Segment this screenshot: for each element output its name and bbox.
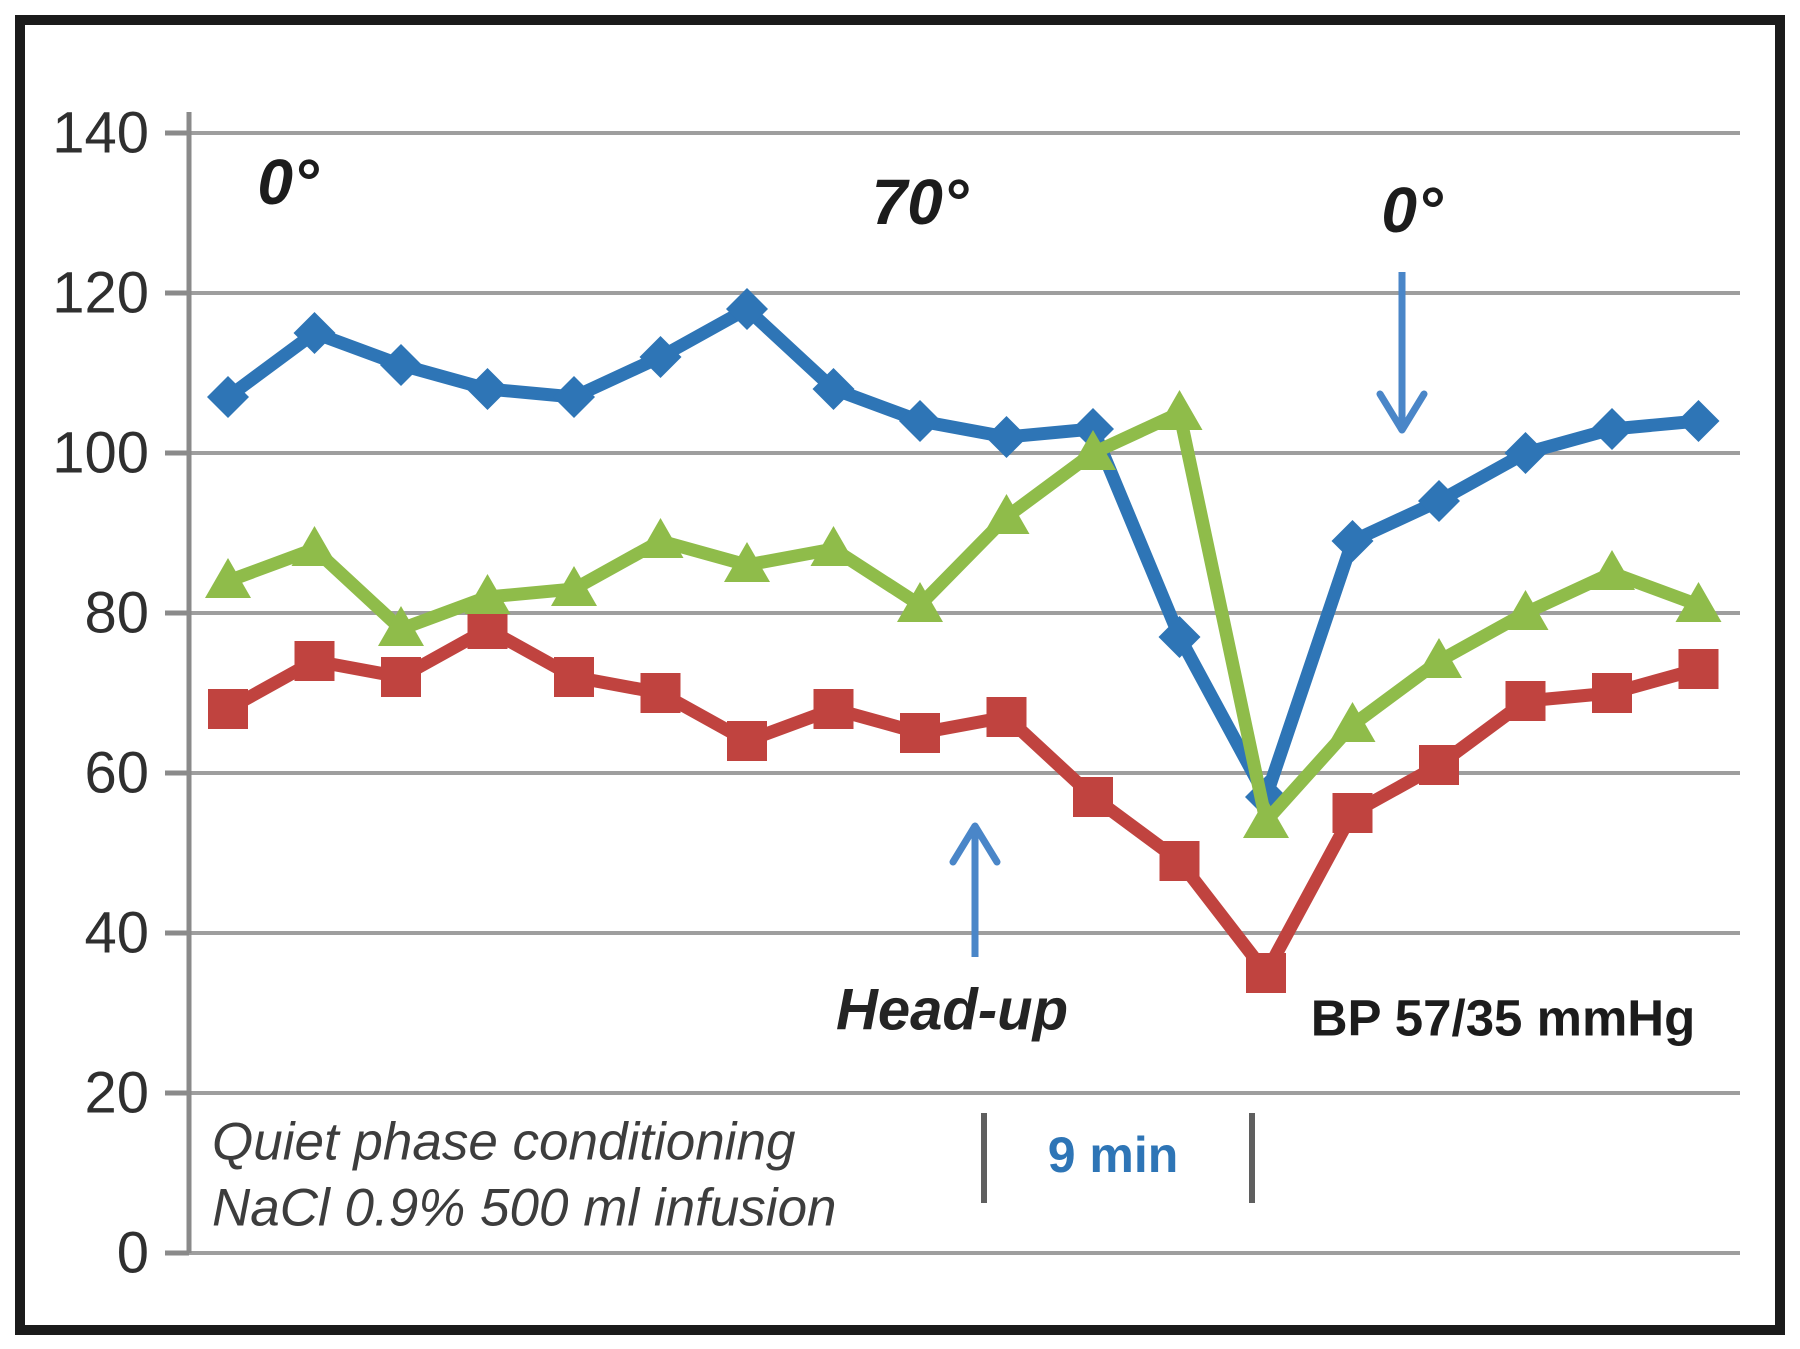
green-triangle-series-marker-8 bbox=[897, 582, 943, 622]
green-triangle-series-marker-14 bbox=[1416, 638, 1462, 678]
note-line-1: Quiet phase conditioning bbox=[212, 1113, 796, 1172]
red-square-series-marker-7 bbox=[813, 689, 854, 729]
note-line-2: NaCl 0.9% 500 ml infusion bbox=[212, 1179, 837, 1238]
red-square-series-marker-3 bbox=[467, 609, 508, 649]
green-triangle-series-marker-9 bbox=[983, 494, 1030, 534]
blue-diamond-series-marker-17 bbox=[1677, 400, 1720, 442]
blue-diamond-series-marker-10 bbox=[1072, 408, 1114, 450]
y-tick-label-120: 120 bbox=[52, 261, 149, 326]
y-tick-label-100: 100 bbox=[52, 421, 149, 486]
green-triangle-series-marker-11 bbox=[1156, 390, 1203, 430]
red-square-series-marker-1 bbox=[294, 641, 335, 681]
red-square-series-marker-17 bbox=[1678, 649, 1719, 689]
red-square-series-marker-6 bbox=[727, 721, 767, 761]
red-square-series-marker-16 bbox=[1592, 673, 1632, 713]
blue-diamond-series-marker-6 bbox=[726, 288, 768, 330]
green-triangle-series-marker-2 bbox=[378, 606, 424, 646]
blue-diamond-series-marker-11 bbox=[1158, 616, 1201, 658]
gridlines-group bbox=[165, 130, 1740, 1256]
blue-diamond-series-marker-8 bbox=[899, 400, 941, 442]
red-square-series-line bbox=[221, 622, 1705, 980]
green-triangle-series-marker-12 bbox=[1243, 798, 1289, 838]
green-triangle-series-marker-13 bbox=[1329, 702, 1376, 742]
red-square-series-marker-0 bbox=[208, 689, 248, 729]
y-tick-label-140: 140 bbox=[52, 101, 149, 166]
red-square-series-marker-11 bbox=[1159, 841, 1200, 881]
blue-diamond-series-marker-0 bbox=[207, 376, 249, 418]
green-triangle-series-marker-3 bbox=[464, 574, 511, 614]
red-square-series-marker-9 bbox=[986, 697, 1027, 737]
green-triangle-series-marker-4 bbox=[551, 566, 597, 606]
red-square-series-marker-2 bbox=[381, 657, 421, 697]
figure-border bbox=[15, 15, 1785, 1335]
bp-reading-label: BP 57/35 mmHg bbox=[1311, 990, 1696, 1047]
green-triangle-series-marker-7 bbox=[810, 526, 857, 566]
head-up-label: Head-up bbox=[836, 978, 1068, 1043]
series-red-square-series bbox=[208, 609, 1719, 993]
head-up-arrow bbox=[949, 822, 1001, 957]
blue-diamond-series-marker-9 bbox=[985, 416, 1028, 458]
green-triangle-series-marker-6 bbox=[724, 542, 770, 582]
y-tick-label-80: 80 bbox=[84, 581, 149, 646]
red-square-series-marker-14 bbox=[1419, 745, 1459, 785]
blue-diamond-series-marker-14 bbox=[1418, 480, 1460, 522]
red-square-series-marker-8 bbox=[900, 713, 940, 753]
phase-label-1: 70° bbox=[872, 166, 969, 238]
phase-label-2: 0° bbox=[1381, 174, 1443, 246]
green-triangle-series-marker-0 bbox=[205, 558, 251, 598]
green-triangle-series-marker-17 bbox=[1675, 582, 1722, 622]
green-triangle-series-marker-10 bbox=[1070, 430, 1116, 470]
blue-diamond-series-marker-4 bbox=[553, 376, 595, 418]
y-tick-label-0: 0 bbox=[117, 1221, 149, 1286]
blue-diamond-series-marker-5 bbox=[639, 336, 682, 378]
red-square-series-marker-12 bbox=[1246, 953, 1286, 993]
green-triangle-series-marker-16 bbox=[1589, 550, 1635, 590]
y-tick-label-40: 40 bbox=[84, 901, 149, 966]
blue-diamond-series-marker-1 bbox=[293, 312, 336, 354]
red-square-series-marker-4 bbox=[554, 657, 594, 697]
return-supine-arrow bbox=[1376, 272, 1428, 434]
phase-label-0: 0° bbox=[257, 146, 319, 218]
red-square-series-marker-5 bbox=[640, 673, 681, 713]
red-square-series-marker-10 bbox=[1073, 777, 1113, 817]
duration-label: 9 min bbox=[1048, 1127, 1179, 1183]
green-triangle-series-marker-15 bbox=[1502, 590, 1549, 630]
red-square-series-marker-15 bbox=[1505, 681, 1546, 721]
y-tick-label-20: 20 bbox=[84, 1061, 149, 1126]
red-square-series-marker-13 bbox=[1332, 793, 1373, 833]
blue-diamond-series-marker-16 bbox=[1591, 408, 1633, 450]
y-tick-label-60: 60 bbox=[84, 741, 149, 806]
duration-interval-group bbox=[981, 1113, 1255, 1203]
blue-diamond-series-marker-13 bbox=[1331, 520, 1374, 562]
green-triangle-series-marker-5 bbox=[637, 518, 684, 558]
blue-diamond-series-marker-2 bbox=[380, 344, 422, 386]
head-up-arrow-head bbox=[949, 822, 1001, 866]
blue-diamond-series-marker-15 bbox=[1504, 432, 1547, 474]
series-green-triangle-series bbox=[205, 390, 1722, 838]
series-blue-diamond-series bbox=[207, 288, 1720, 818]
blue-diamond-series-marker-3 bbox=[466, 368, 509, 410]
blue-diamond-series-marker-7 bbox=[812, 368, 855, 410]
return-supine-arrow-head bbox=[1376, 390, 1428, 434]
green-triangle-series-marker-1 bbox=[291, 526, 338, 566]
